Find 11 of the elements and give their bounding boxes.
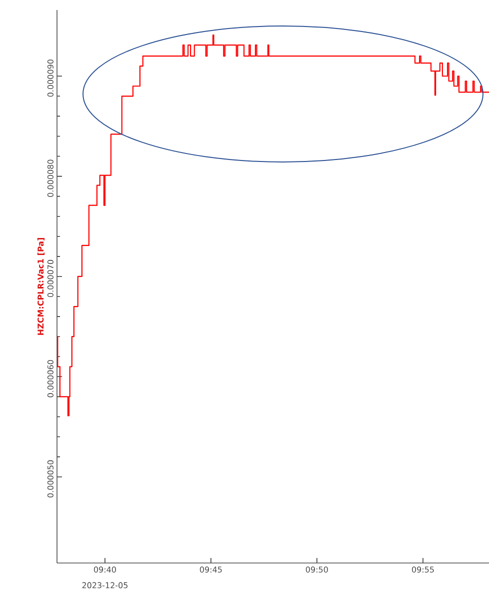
x-tick-label: 09:55 [412,566,434,573]
y-tick-label: 0.000090 [47,60,54,97]
y-tick-label: 0.000060 [47,360,54,398]
x-tick-label: 09:40 [94,566,116,573]
x-tick-label: 09:50 [306,566,328,573]
y-tick-label: 0.000050 [47,460,54,498]
text: 2023-12-05 [82,582,128,588]
x-tick-label: 09:45 [200,566,222,573]
y-tick-label: 0.000080 [47,160,54,197]
y-tick-label: 0.000070 [47,260,54,298]
y-axis-title: HZCM:CPLR:Vac1 [Pa] [37,238,45,335]
